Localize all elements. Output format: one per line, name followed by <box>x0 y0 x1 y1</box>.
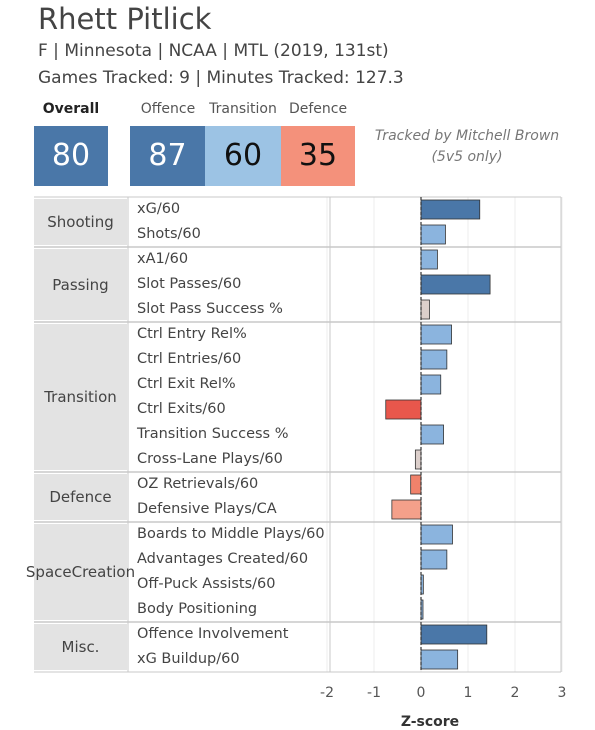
tracked-by-note: Tracked by Mitchell Brown (5v5 only) <box>362 126 572 168</box>
category-passing: Passing <box>34 249 127 320</box>
x-axis-title: Z-score <box>400 714 460 730</box>
transition-label: Transition <box>209 101 277 117</box>
bar-xa1-60 <box>420 249 438 270</box>
bar-ctrl-exits-60 <box>385 399 422 420</box>
metric-label: Ctrl Entries/60 <box>137 351 242 367</box>
bar-advantages-created-60 <box>420 549 448 570</box>
category-label-line: Creation <box>71 563 136 581</box>
category-transition: Transition <box>34 324 127 470</box>
bar-xg-buildup-60 <box>420 649 459 670</box>
offence-label: Offence <box>140 101 196 117</box>
category-label-line: Shooting <box>47 213 114 231</box>
x-tick-label: 1 <box>464 685 473 701</box>
tracked-scope-line: (5v5 only) <box>431 149 503 165</box>
bar-shots-60 <box>420 224 446 245</box>
category-defence: Defence <box>34 474 127 520</box>
bar-xg-60 <box>420 199 481 220</box>
bar-defensive-plays-ca <box>391 499 422 520</box>
metric-label: Advantages Created/60 <box>137 551 309 567</box>
metric-label: Offence Involvement <box>137 626 289 642</box>
metric-label: Ctrl Exits/60 <box>137 401 226 417</box>
metric-label: Slot Passes/60 <box>137 276 242 292</box>
bar-boards-to-middle-plays-60 <box>420 524 453 545</box>
metric-label: Defensive Plays/CA <box>137 501 277 517</box>
bar-transition-success <box>420 424 444 445</box>
bar-ctrl-exit-rel <box>420 374 442 395</box>
bar-cross-lane-plays-60 <box>414 449 422 470</box>
player-info: F | Minnesota | NCAA | MTL (2019, 131st) <box>38 41 389 61</box>
metric-label: Shots/60 <box>137 226 201 242</box>
bar-slot-pass-success <box>420 299 430 320</box>
defence-score: 35 <box>281 126 355 186</box>
metric-label: xA1/60 <box>137 251 189 267</box>
overall-label: Overall <box>42 101 100 117</box>
category-label-line: Space <box>25 563 72 581</box>
bar-slot-passes-60 <box>420 274 491 295</box>
bar-ctrl-entries-60 <box>420 349 448 370</box>
bar-oz-retrievals-60 <box>410 474 422 495</box>
metric-label: Slot Pass Success % <box>137 301 283 317</box>
metric-label: OZ Retrievals/60 <box>137 476 259 492</box>
x-tick-label: 0 <box>417 685 426 701</box>
x-tick-label: 2 <box>511 685 520 701</box>
x-tick-label: -1 <box>367 685 381 701</box>
metric-label: Cross-Lane Plays/60 <box>137 451 283 467</box>
metric-label: Body Positioning <box>137 601 258 617</box>
offence-score: 87 <box>130 126 205 186</box>
bar-offence-involvement <box>420 624 488 645</box>
bar-ctrl-entry-rel <box>420 324 452 345</box>
metric-label: Ctrl Exit Rel% <box>137 376 236 392</box>
metric-label: xG Buildup/60 <box>137 651 240 667</box>
metric-label: xG/60 <box>137 201 181 217</box>
category-label-line: Misc. <box>61 638 100 656</box>
transition-score: 60 <box>205 126 281 186</box>
metric-label: Boards to Middle Plays/60 <box>137 526 325 542</box>
category-shooting: Shooting <box>34 199 127 245</box>
tracked-by-line: Tracked by Mitchell Brown <box>374 128 560 144</box>
category-label-line: Defence <box>49 488 112 506</box>
metric-label: Transition Success % <box>137 426 289 442</box>
category-space-creation: Space Creation <box>26 524 135 620</box>
metric-label: Off-Puck Assists/60 <box>137 576 276 592</box>
x-tick-label: -2 <box>320 685 334 701</box>
defence-label: Defence <box>288 101 348 117</box>
player-name: Rhett Pitlick <box>38 2 212 36</box>
category-label-line: Transition <box>44 388 117 406</box>
category-label-line: Passing <box>52 275 109 294</box>
tracked-info: Games Tracked: 9 | Minutes Tracked: 127.… <box>38 68 404 88</box>
overall-score: 80 <box>34 126 108 186</box>
metric-label: Ctrl Entry Rel% <box>137 326 247 342</box>
x-tick-label: 3 <box>558 685 567 701</box>
category-misc: Misc. <box>34 624 127 670</box>
